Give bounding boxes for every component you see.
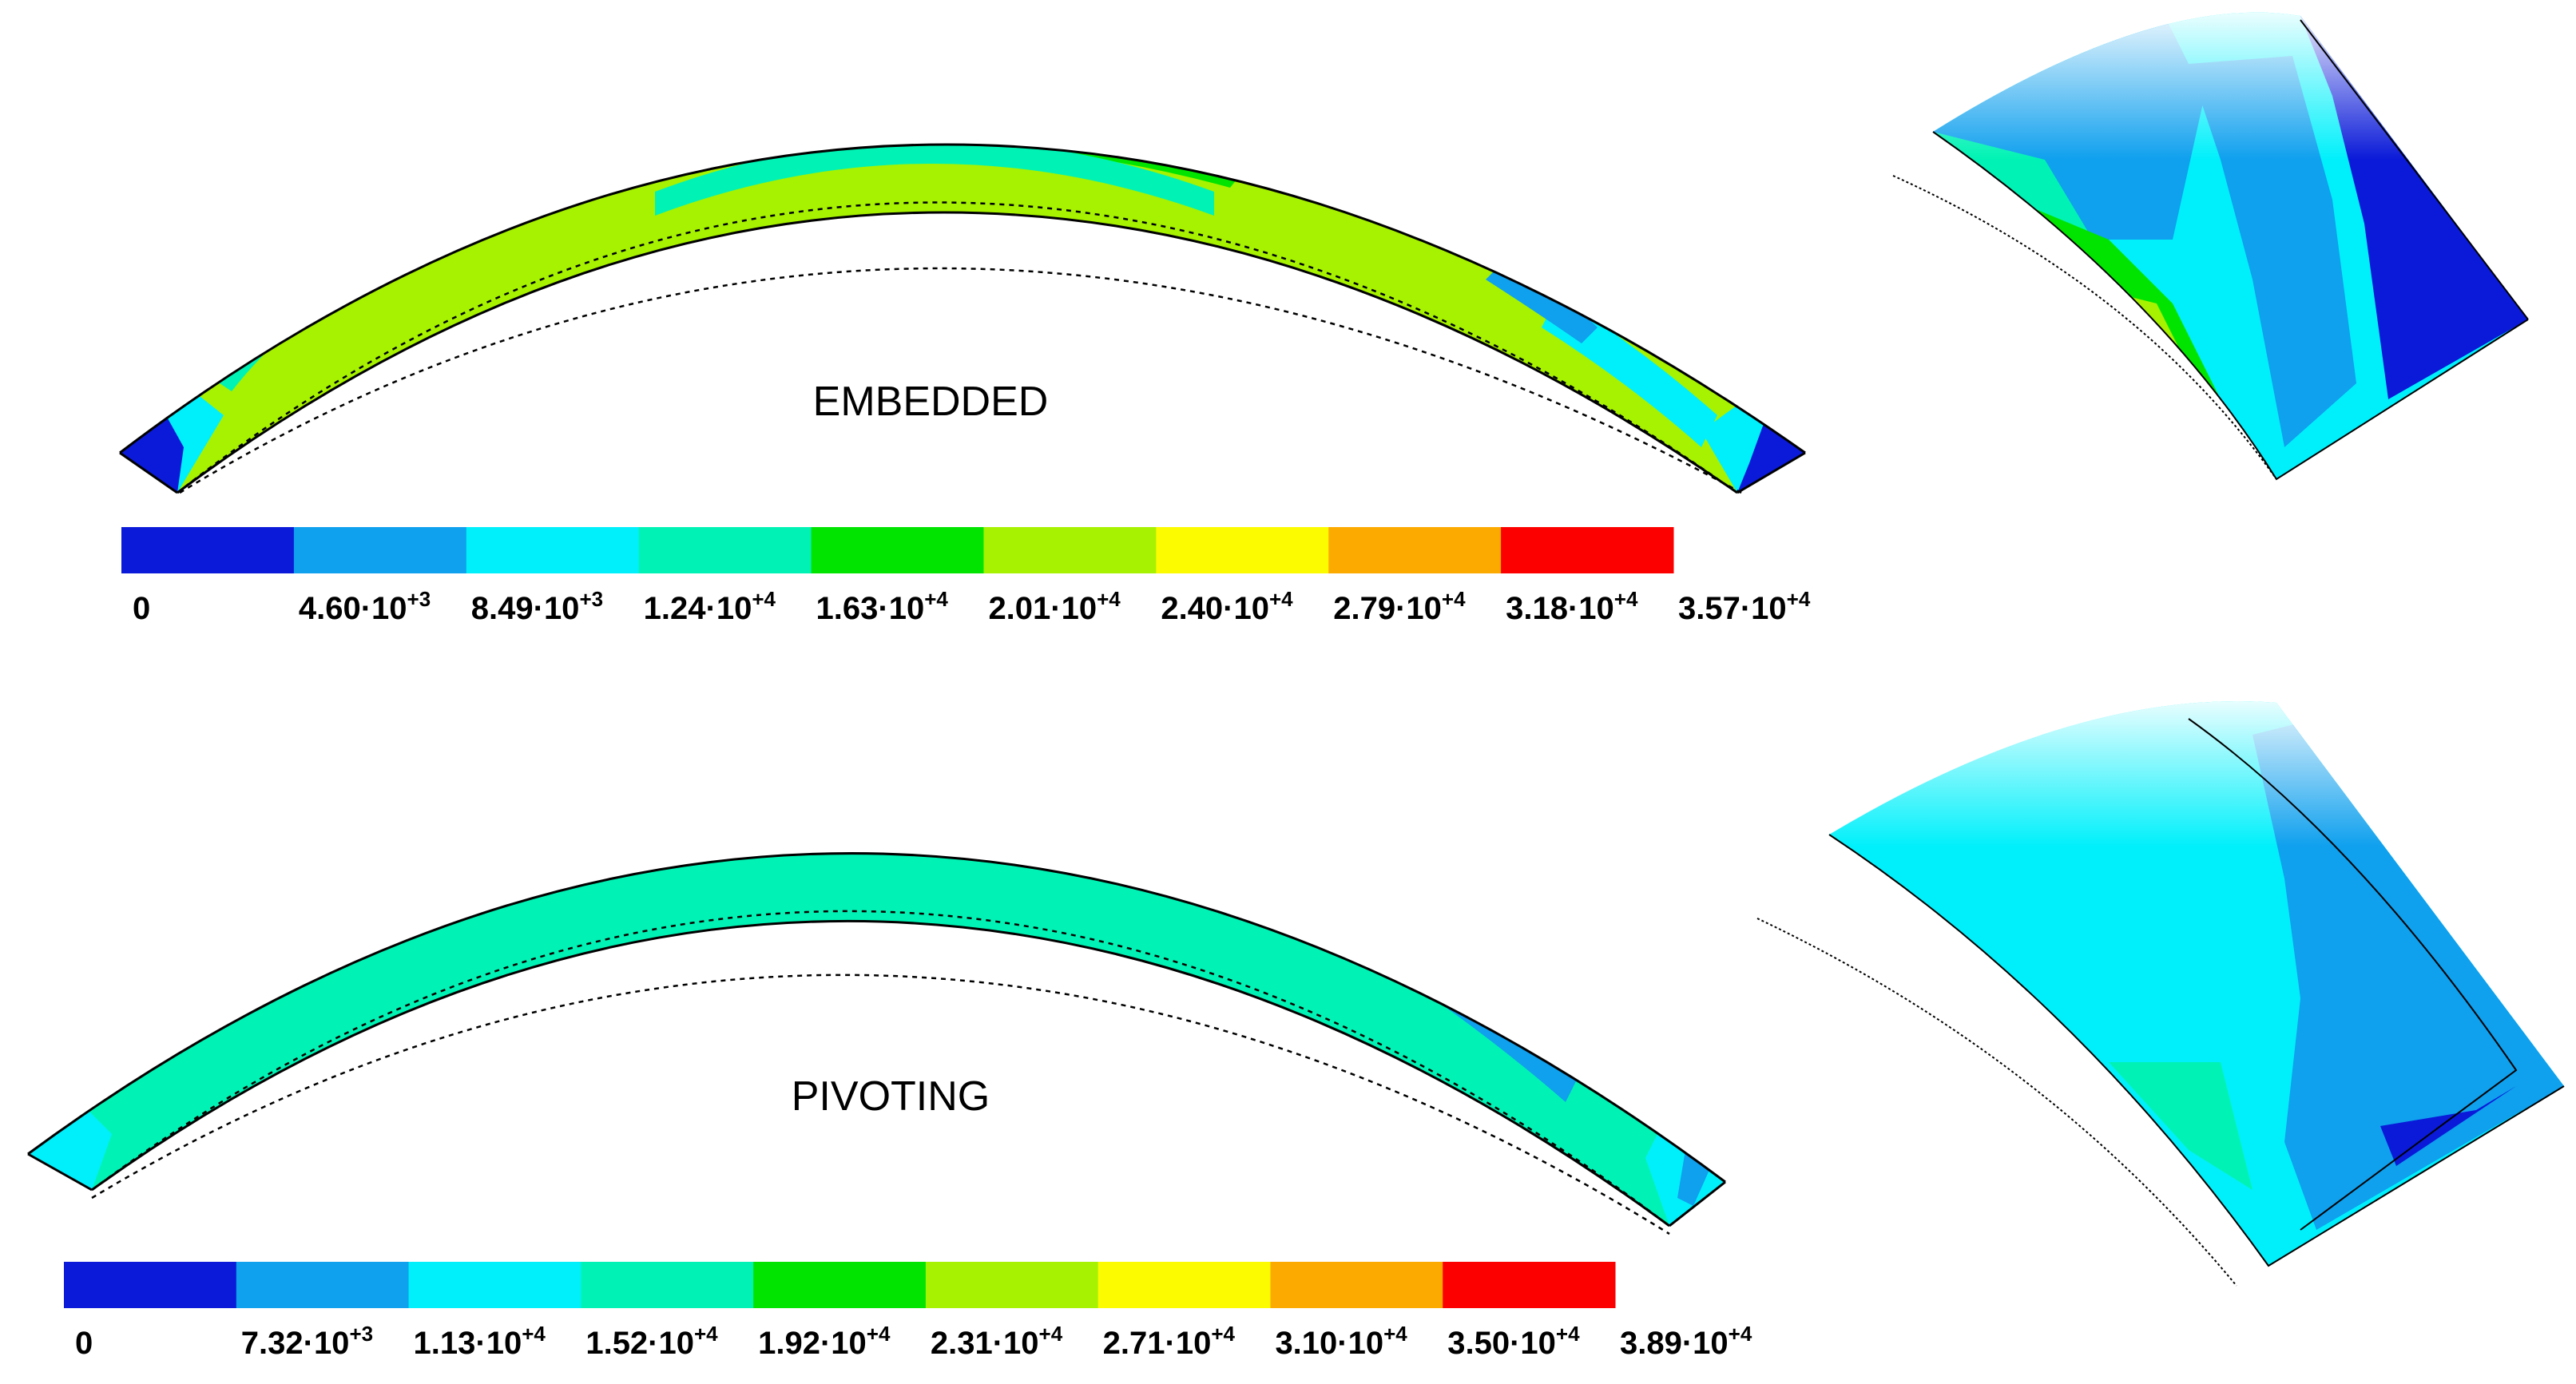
scale-tick-label: 3.18·10+4 — [1506, 587, 1638, 626]
scale-tick-label: 2.71·10+4 — [1103, 1322, 1236, 1361]
scale-tick-label: 1.92·10+4 — [758, 1322, 891, 1361]
scale-tick-label: 2.01·10+4 — [988, 587, 1121, 626]
scale-tick-label: 4.60·10+3 — [299, 587, 431, 626]
scale-tick-label: 7.32·10+3 — [241, 1322, 373, 1361]
embedded-arch — [119, 143, 1806, 494]
scale-tick-label: 1.13·10+4 — [414, 1322, 546, 1361]
panel-title-embedded: EMBEDDED — [813, 379, 1049, 425]
scale-swatch — [753, 1262, 927, 1308]
scale-swatch — [64, 1262, 237, 1308]
scale-tick-label: 2.79·10+4 — [1333, 587, 1466, 626]
scale-swatch — [1501, 527, 1674, 573]
scale-tick-label: 2.31·10+4 — [931, 1322, 1063, 1361]
scale-tick-label: 3.50·10+4 — [1447, 1322, 1580, 1361]
scale-tick-label: 1.24·10+4 — [644, 587, 776, 626]
pivoting-arch — [27, 852, 1726, 1235]
scale-swatch — [581, 1262, 754, 1308]
scale-tick-label: 8.49·10+3 — [471, 587, 603, 626]
scale-swatch — [236, 1262, 410, 1308]
scale-tick-label: 3.89·10+4 — [1620, 1322, 1752, 1361]
scale-tick-label: 1.63·10+4 — [816, 587, 949, 626]
scale-swatch — [1328, 527, 1502, 573]
scale-swatch — [1270, 1262, 1443, 1308]
scale-swatch — [925, 1262, 1099, 1308]
scale-swatch — [121, 527, 295, 573]
scale-swatch — [408, 1262, 581, 1308]
color-scale-embedded: 0 4.60·10+3 8.49·10+3 1.24·10+4 1.63·10+4 2.0… — [121, 527, 1811, 626]
left-support-blue — [120, 411, 184, 493]
scale-tick-label: 1.52·10+4 — [585, 1322, 718, 1361]
scale-tick-label: 0 — [75, 1326, 93, 1361]
right-support-blue — [1737, 419, 1805, 493]
scale-swatch — [811, 527, 984, 573]
scale-swatch — [293, 527, 467, 573]
color-scale-pivoting: 0 7.32·10+3 1.13·10+4 1.52·10+4 1.92·10+4 2.3… — [64, 1262, 1752, 1361]
scale-swatch — [983, 527, 1157, 573]
scale-swatch — [1443, 1262, 1616, 1308]
scale-tick-label: 0 — [133, 591, 150, 626]
scale-tick-label: 3.57·10+4 — [1678, 587, 1811, 626]
scale-swatch — [1156, 527, 1329, 573]
arch-base-band — [28, 853, 1725, 1226]
left-hotspot-red — [320, 172, 487, 260]
scale-swatch — [466, 527, 640, 573]
embedded-zoom-detail — [1892, 12, 2529, 481]
scale-swatch — [1097, 1262, 1271, 1308]
arch-base-band — [120, 145, 1805, 493]
scale-swatch — [638, 527, 812, 573]
scale-tick-label: 2.40·10+4 — [1161, 587, 1293, 626]
pivoting-zoom-detail — [1756, 701, 2565, 1287]
scale-tick-label: 3.10·10+4 — [1275, 1322, 1407, 1361]
panel-title-pivoting: PIVOTING — [792, 1073, 990, 1120]
